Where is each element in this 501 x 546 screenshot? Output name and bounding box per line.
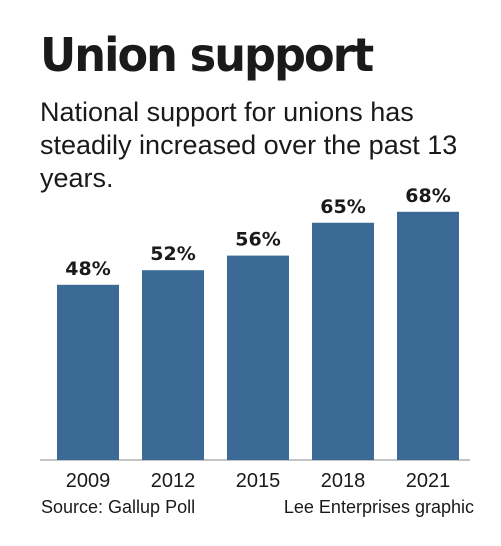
data-label-2009: 48% xyxy=(65,258,110,280)
bar-2015 xyxy=(227,255,289,460)
x-tick-label-2015: 2015 xyxy=(236,470,281,492)
data-label-2018: 65% xyxy=(320,196,365,218)
x-tick-label-2018: 2018 xyxy=(321,470,366,492)
x-tick-label-2009: 2009 xyxy=(66,470,111,492)
bar-2012 xyxy=(142,270,204,460)
chart-subtitle: National support for unions has steadily… xyxy=(40,97,458,193)
source-note: Source: Gallup Poll xyxy=(41,497,196,517)
x-tick-label-2021: 2021 xyxy=(406,470,451,492)
data-label-2021: 68% xyxy=(405,185,450,207)
bar-2009 xyxy=(57,284,119,460)
chart-title: Union support xyxy=(40,28,374,82)
credit-note: Lee Enterprises graphic xyxy=(283,497,474,517)
bar-2021 xyxy=(397,211,459,460)
data-label-2015: 56% xyxy=(235,229,280,251)
x-tick-label-2012: 2012 xyxy=(151,470,196,492)
data-label-2012: 52% xyxy=(150,243,195,265)
bar-2018 xyxy=(312,222,374,460)
